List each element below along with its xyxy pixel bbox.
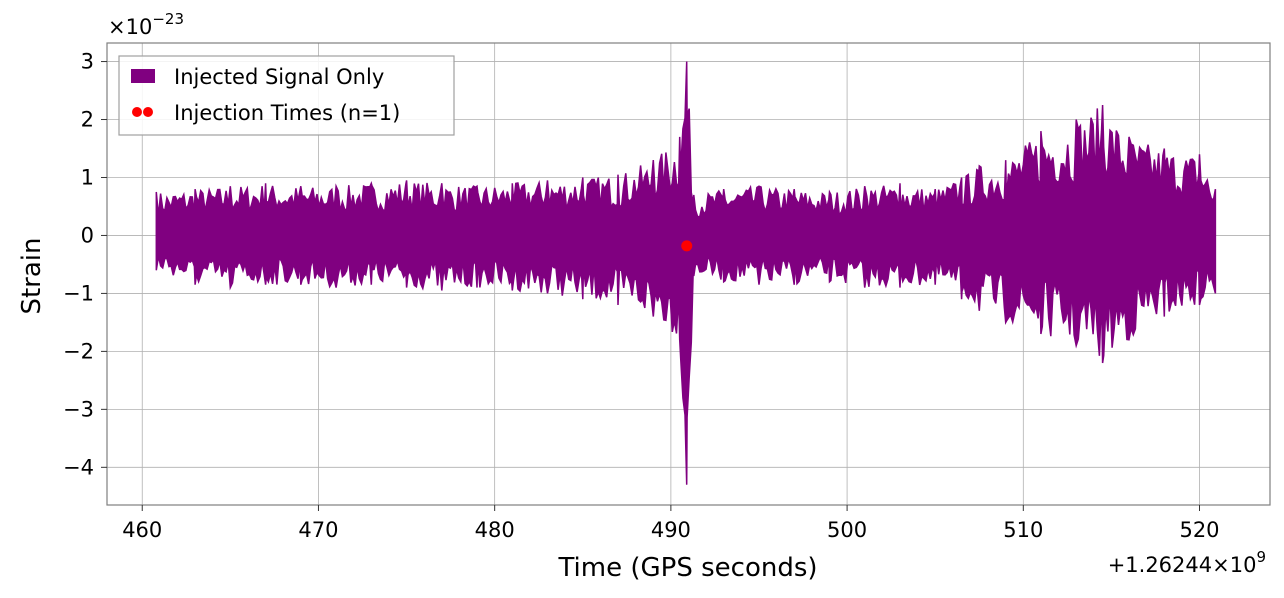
injection-times-series	[681, 240, 693, 252]
y-tick-label: 2	[81, 108, 94, 132]
y-scale-factor: ×10−23	[108, 10, 184, 39]
x-offset-base: +1.26244×10	[1108, 553, 1257, 577]
y-axis-ticks: −4 −3 −2 −1 0 1 2 3	[63, 50, 107, 479]
y-tick-label: 3	[81, 50, 94, 74]
legend-label-injected-signal: Injected Signal Only	[174, 65, 384, 89]
y-scale-exponent: −23	[152, 10, 184, 28]
x-axis-label: Time (GPS seconds)	[557, 553, 817, 583]
y-tick-label: −4	[63, 455, 94, 479]
y-tick-label: 1	[81, 165, 94, 189]
y-tick-label: 0	[81, 223, 94, 247]
legend-box	[118, 55, 455, 136]
x-tick-label: 520	[1179, 518, 1219, 542]
y-scale-base: ×10	[108, 15, 152, 39]
x-axis-ticks: 460 470 480 490 500 510 520	[122, 505, 1220, 542]
plot-frame	[106, 42, 1271, 506]
legend-marker-injection-times-a	[132, 107, 142, 117]
legend-label-injection-times: Injection Times (n=1)	[174, 101, 400, 125]
injected-signal-series	[155, 61, 1217, 485]
x-tick-label: 510	[1003, 518, 1043, 542]
legend-swatch-injected-signal	[131, 69, 155, 83]
x-tick-label: 470	[298, 518, 338, 542]
legend: Injected Signal Only Injection Times (n=…	[118, 55, 455, 136]
x-tick-label: 460	[122, 518, 162, 542]
x-offset-factor: +1.26244×109	[1108, 548, 1266, 577]
injection-time-point	[681, 240, 693, 252]
x-tick-label: 480	[475, 518, 515, 542]
x-tick-label: 500	[827, 518, 867, 542]
y-axis-label: Strain	[17, 237, 47, 314]
x-tick-label: 490	[651, 518, 691, 542]
x-offset-exponent: 9	[1256, 548, 1266, 566]
y-tick-label: −1	[63, 281, 94, 305]
legend-marker-injection-times-b	[143, 107, 153, 117]
y-tick-label: −3	[63, 397, 94, 421]
y-tick-label: −2	[63, 339, 94, 363]
injected-signal-area	[155, 61, 1217, 485]
